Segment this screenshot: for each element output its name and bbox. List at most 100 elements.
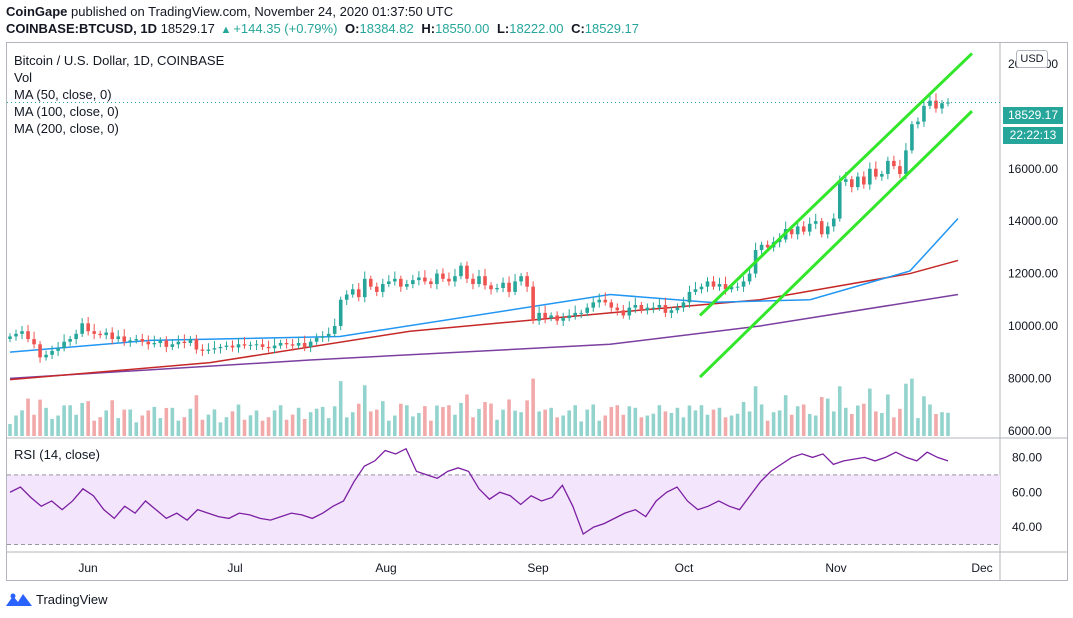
- candle-body: [874, 168, 878, 177]
- candle-body: [146, 341, 151, 345]
- x-tick-label: Nov: [825, 561, 846, 575]
- candle-body: [278, 342, 283, 346]
- legend-ma200: MA (200, close, 0): [14, 121, 119, 136]
- candle-body: [320, 336, 325, 338]
- x-tick-label: Dec: [971, 561, 992, 575]
- candle-body: [795, 226, 800, 235]
- candle-body: [230, 345, 235, 348]
- volume-bar: [278, 405, 283, 436]
- candle-body: [868, 168, 872, 185]
- tradingview-brand[interactable]: TradingView: [6, 592, 108, 607]
- tradingview-logo-icon: [6, 593, 32, 606]
- volume-bar: [723, 417, 728, 436]
- candle-body: [218, 346, 223, 349]
- rsi-tick-label: 40.00: [1012, 520, 1042, 534]
- legend-ma100: MA (100, close, 0): [14, 104, 119, 119]
- candle-body: [729, 286, 734, 290]
- candle-body: [693, 289, 698, 292]
- volume-bar: [831, 411, 836, 436]
- volume-bar: [50, 419, 54, 436]
- volume-bar: [188, 408, 193, 436]
- candle-body: [639, 305, 644, 311]
- candle-body: [747, 273, 752, 282]
- volume-bar: [110, 400, 115, 436]
- volume-bar: [176, 420, 181, 436]
- candle-body: [465, 265, 469, 279]
- volume-bar: [837, 386, 842, 436]
- candle-body: [501, 282, 505, 288]
- candle-body: [272, 345, 277, 349]
- candle-body: [314, 337, 319, 342]
- volume-bar: [850, 414, 854, 436]
- volume-bar: [44, 407, 48, 436]
- volume-bar: [170, 407, 175, 436]
- candle-body: [302, 342, 307, 347]
- volume-bar: [332, 406, 337, 436]
- candle-body: [537, 312, 541, 321]
- ohlc-header: COINBASE:BTCUSD, 1D 18529.17 ▲ +144.35 (+…: [6, 21, 643, 36]
- volume-bar: [663, 411, 668, 436]
- channel-lower-line: [698, 110, 974, 379]
- candle-body: [393, 278, 397, 282]
- candle-body: [128, 340, 133, 342]
- y-tick-label: 14000.00: [1008, 214, 1058, 228]
- volume-bar: [260, 420, 265, 436]
- volume-bar: [783, 395, 788, 436]
- volume-bar: [134, 422, 139, 436]
- volume-bar: [338, 381, 343, 436]
- volume-bar: [795, 406, 800, 436]
- candle-body: [513, 281, 517, 292]
- candle-body: [819, 221, 824, 235]
- candle-body: [284, 342, 289, 345]
- volume-bar: [284, 419, 289, 436]
- volume-bar: [308, 412, 313, 436]
- x-tick-label: Jul: [227, 561, 242, 575]
- volume-bar: [80, 402, 84, 436]
- countdown-tag: 22:22:13: [1003, 127, 1063, 144]
- volume-bar: [880, 412, 884, 436]
- volume-bar: [807, 414, 812, 436]
- candle-body: [122, 336, 127, 342]
- author-name: CoinGape: [6, 4, 68, 19]
- volume-bar: [477, 408, 481, 436]
- volume-bar: [519, 412, 523, 436]
- volume-bar: [14, 415, 18, 436]
- volume-bar: [561, 415, 565, 436]
- volume-bar: [236, 404, 241, 436]
- candle-body: [723, 284, 728, 290]
- volume-bar: [290, 414, 295, 436]
- volume-bar: [405, 405, 409, 436]
- volume-bar: [62, 405, 66, 436]
- candle-body: [850, 179, 854, 188]
- volume-bar: [38, 399, 42, 436]
- candle-body: [411, 280, 415, 285]
- volume-bar: [645, 415, 650, 436]
- candle-body: [158, 340, 163, 343]
- candle-body: [80, 323, 84, 334]
- volume-bar: [856, 405, 860, 436]
- tradingview-label: TradingView: [36, 592, 108, 607]
- candle-body: [579, 312, 584, 314]
- candle-body: [260, 344, 265, 347]
- candle-body: [519, 276, 523, 282]
- candle-body: [477, 276, 481, 285]
- volume-bar: [591, 404, 596, 436]
- volume-bar: [344, 417, 349, 436]
- candle-body: [236, 344, 241, 348]
- volume-bar: [507, 399, 511, 436]
- volume-bar: [116, 418, 121, 436]
- candle-body: [441, 273, 445, 279]
- candle-body: [549, 315, 553, 319]
- candle-body: [98, 333, 102, 336]
- volume-bar: [86, 401, 90, 436]
- volume-bar: [603, 415, 608, 436]
- currency-button[interactable]: USD: [1016, 50, 1048, 68]
- candle-body: [116, 336, 121, 340]
- candle-body: [789, 229, 794, 235]
- volume-bar: [934, 414, 938, 436]
- candle-body: [657, 305, 662, 308]
- candle-body: [531, 286, 535, 321]
- candle-body: [843, 179, 848, 182]
- volume-bar: [122, 409, 127, 436]
